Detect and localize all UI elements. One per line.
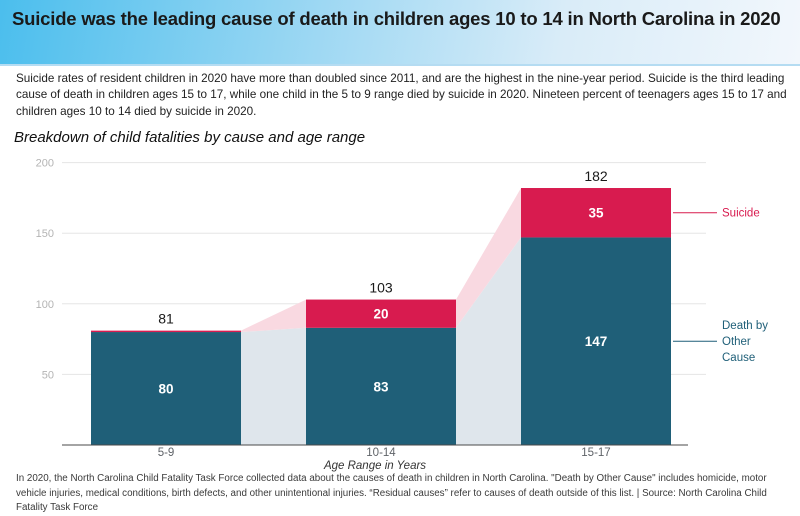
bar-segment-other-cause[interactable] — [306, 327, 456, 445]
chart-subtitle: Breakdown of child fatalities by cause a… — [14, 129, 366, 146]
ribbon-chart: 50 100 150 200 81 80 5-9 103 83 20 10-14 182 147 35 15… — [0, 148, 800, 478]
ribbon-suicide — [456, 188, 521, 328]
ribbon-other-cause — [241, 327, 306, 445]
x-axis-title: Age Range in Years — [323, 460, 426, 472]
ribbon-other-cause — [456, 237, 521, 445]
y-axis-tick-label: 50 — [42, 369, 54, 381]
ribbon-chart-svg: 50 100 150 200 81 80 5-9 103 83 20 10-14 182 147 35 15… — [36, 158, 769, 472]
report-header: Suicide was the leading cause of death i… — [0, 0, 800, 66]
legend-label-other-cause[interactable]: Other — [722, 336, 751, 348]
bar-segment-other-cause[interactable] — [521, 237, 671, 445]
segment-label-suicide: 35 — [588, 206, 604, 221]
x-axis-tick-label: 15-17 — [581, 447, 610, 459]
ribbon-suicide — [241, 299, 306, 333]
bar-segment-suicide[interactable] — [91, 330, 241, 333]
bar-segment-suicide[interactable] — [306, 299, 456, 328]
legend-label-other-cause[interactable]: Cause — [722, 352, 755, 364]
total-label: 182 — [584, 168, 608, 184]
y-axis-tick-label: 200 — [36, 158, 54, 170]
segment-label-other-cause: 147 — [585, 334, 608, 349]
total-label: 103 — [369, 280, 393, 296]
source-note: In 2020, the North Carolina Child Fatali… — [16, 473, 767, 514]
segment-label-suicide: 20 — [373, 307, 388, 322]
legend-label-other-cause[interactable]: Death by — [722, 320, 768, 332]
page-title: Suicide was the leading cause of death i… — [12, 8, 781, 29]
x-axis-tick-label: 5-9 — [158, 447, 175, 459]
segment-label-other-cause: 80 — [158, 382, 173, 397]
intro-text: Suicide rates of resident children in 20… — [16, 72, 787, 118]
y-axis-tick-label: 100 — [36, 299, 54, 311]
y-axis-tick-label: 150 — [36, 228, 54, 240]
legend-label-suicide[interactable]: Suicide — [722, 208, 760, 220]
segment-label-other-cause: 83 — [373, 379, 389, 394]
total-label: 81 — [158, 311, 174, 327]
x-axis-tick-label: 10-14 — [366, 447, 396, 459]
bar-segment-other-cause[interactable] — [91, 332, 241, 445]
bar-segment-suicide[interactable] — [521, 188, 671, 238]
